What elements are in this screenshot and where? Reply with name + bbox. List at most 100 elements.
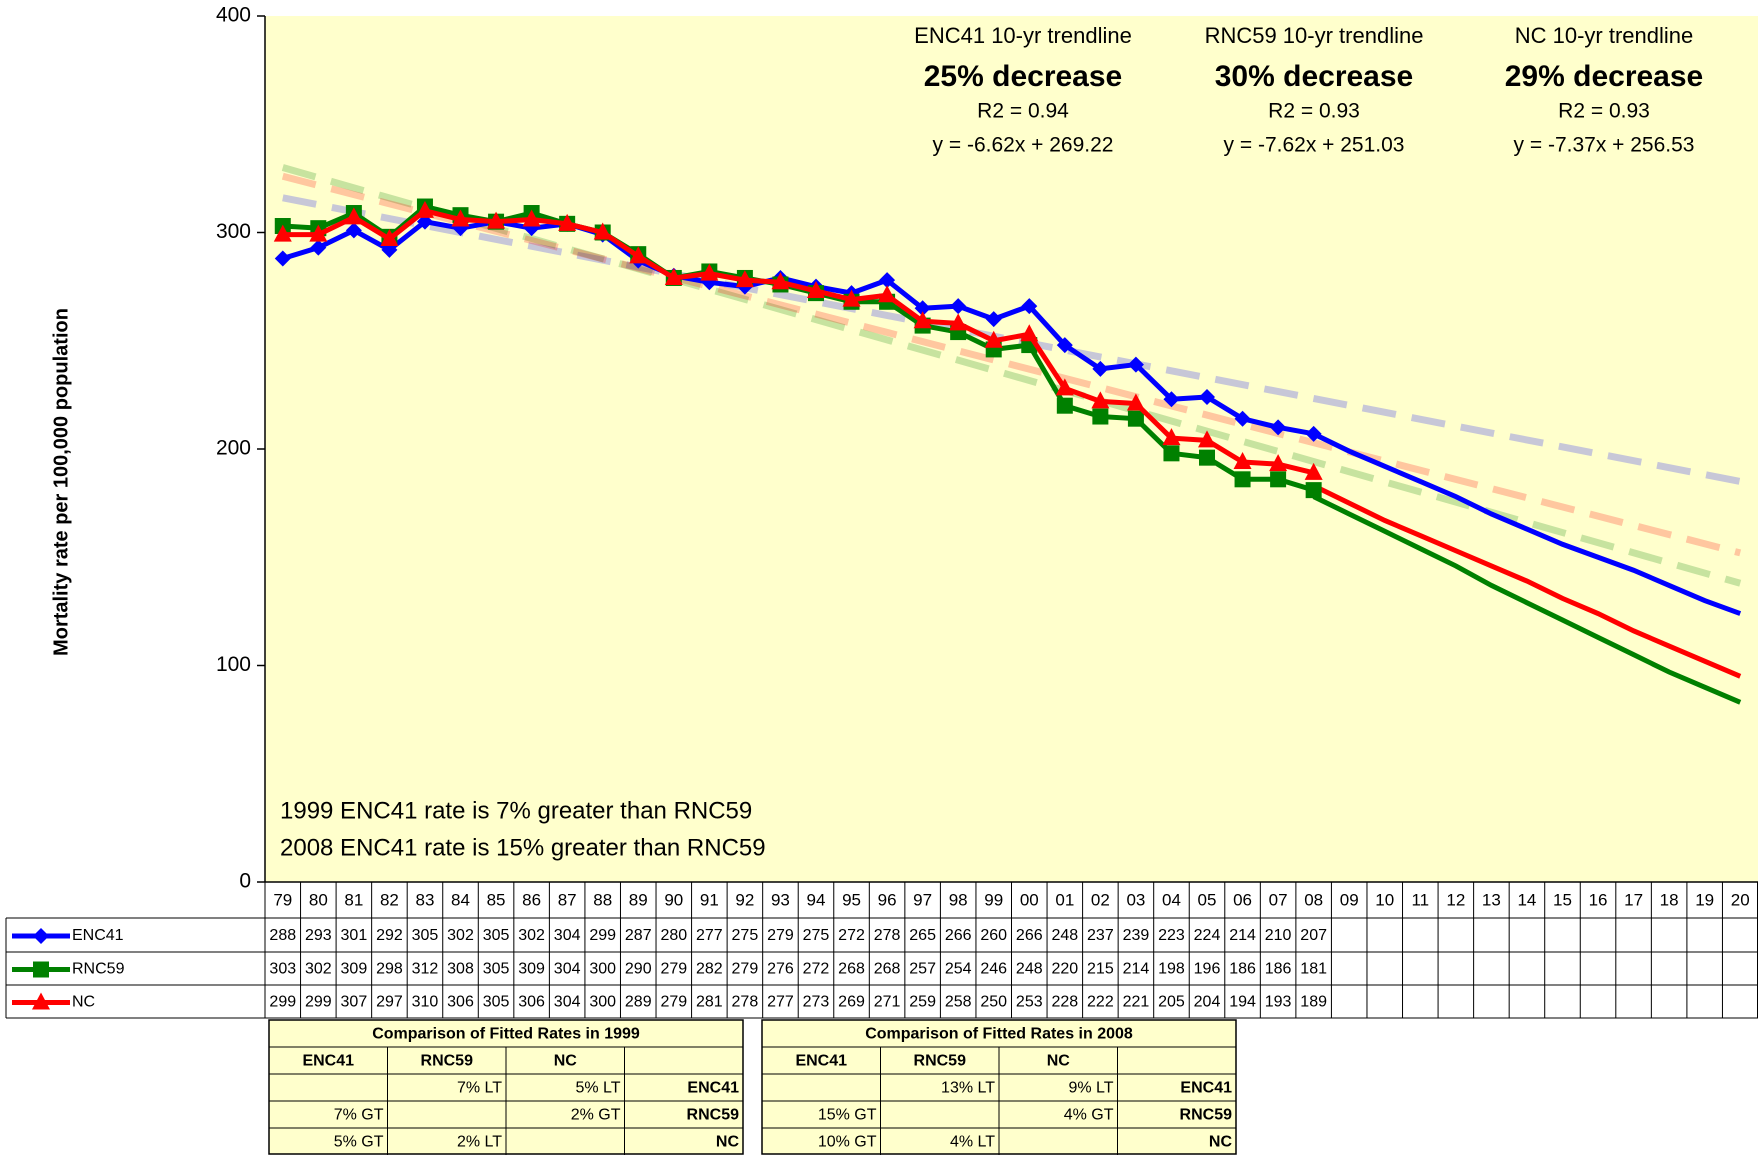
table-value: 194 [1229, 994, 1256, 1011]
table-value: 258 [945, 994, 972, 1011]
point [1162, 428, 1181, 446]
table-value: 223 [1158, 927, 1185, 944]
table-value: 280 [660, 927, 687, 944]
table-value: 275 [803, 927, 830, 944]
point [1092, 408, 1109, 425]
table-value: 210 [1265, 927, 1292, 944]
y-tick-label: 200 [216, 437, 251, 460]
trend-change: 25% decrease [924, 60, 1123, 93]
point [593, 222, 612, 240]
point [487, 211, 506, 229]
table-cell: 4% GT [1064, 1107, 1114, 1124]
legend-label: ENC41 [72, 927, 124, 944]
x-tick-label: 09 [1340, 890, 1359, 909]
point [1091, 391, 1110, 409]
projection-line [1312, 494, 1742, 705]
trend-change: 30% decrease [1215, 60, 1414, 93]
point [1092, 360, 1109, 377]
table-value: 276 [767, 961, 794, 978]
point [879, 272, 896, 289]
x-tick-label: 06 [1233, 890, 1252, 909]
table-value: 221 [1123, 994, 1150, 1011]
point [950, 298, 967, 315]
x-tick-label: 96 [878, 890, 897, 909]
table-value: 220 [1051, 961, 1078, 978]
table-value: 279 [732, 961, 759, 978]
table-value: 293 [305, 927, 332, 944]
point [1056, 397, 1073, 414]
table-header: ENC41 [795, 1053, 847, 1070]
table-value: 300 [589, 994, 616, 1011]
trend-equation: y = -7.62x + 251.03 [1224, 134, 1405, 157]
table-value: 304 [554, 961, 581, 978]
table-value: 304 [554, 994, 581, 1011]
legend-label: NC [72, 994, 95, 1011]
legend-marker [33, 928, 49, 944]
point [1270, 419, 1287, 436]
table-value: 214 [1123, 961, 1150, 978]
table-value: 198 [1158, 961, 1185, 978]
table-value: 272 [838, 927, 865, 944]
point [1270, 471, 1287, 488]
table-value: 305 [412, 927, 439, 944]
table-cell: 9% LT [1068, 1080, 1113, 1097]
x-tick-label: 99 [984, 890, 1003, 909]
table-value: 189 [1300, 994, 1327, 1011]
point [878, 285, 897, 303]
x-tick-label: 02 [1091, 890, 1110, 909]
y-axis-label: Mortality rate per 100,000 population [50, 308, 72, 656]
table-value: 268 [838, 961, 865, 978]
point [1234, 471, 1251, 488]
table-value: 304 [554, 927, 581, 944]
table-value: 273 [803, 994, 830, 1011]
trend-title: NC 10-yr trendline [1515, 23, 1694, 48]
point [629, 246, 648, 264]
table-value: 305 [483, 994, 510, 1011]
table-header: NC [1047, 1053, 1071, 1070]
table-value: 275 [732, 927, 759, 944]
point [1056, 337, 1073, 354]
table-value: 277 [767, 994, 794, 1011]
x-tick-label: 04 [1162, 890, 1181, 909]
point [913, 311, 932, 329]
row-label: ENC41 [1180, 1080, 1232, 1097]
table-value: 266 [1016, 927, 1043, 944]
x-tick-label: 86 [522, 890, 541, 909]
point [1269, 454, 1288, 472]
table-value: 279 [660, 961, 687, 978]
table-value: 312 [412, 961, 439, 978]
annotation: 2008 ENC41 rate is 15% greater than RNC5… [280, 834, 766, 861]
table-value: 250 [980, 994, 1007, 1011]
x-tick-label: 83 [416, 890, 435, 909]
y-tick-label: 400 [216, 4, 251, 27]
point [664, 267, 683, 285]
x-tick-label: 90 [664, 890, 683, 909]
projection-line [1312, 431, 1742, 616]
x-tick-label: 11 [1411, 890, 1429, 909]
table-value: 265 [909, 927, 936, 944]
table-value: 204 [1194, 994, 1221, 1011]
table-value: 269 [838, 994, 865, 1011]
x-tick-label: 87 [558, 890, 577, 909]
table-cell: 13% LT [941, 1080, 995, 1097]
table-value: 253 [1016, 994, 1043, 1011]
table-value: 290 [625, 961, 652, 978]
x-tick-label: 13 [1482, 890, 1501, 909]
annotation: 1999 ENC41 rate is 7% greater than RNC59 [280, 797, 752, 824]
table-cell: 7% GT [334, 1107, 384, 1124]
table-value: 222 [1087, 994, 1114, 1011]
point [1305, 425, 1322, 442]
point [985, 311, 1002, 328]
table-value: 292 [376, 927, 403, 944]
x-tick-label: 10 [1375, 890, 1394, 909]
table-value: 207 [1300, 927, 1327, 944]
point [1304, 462, 1323, 480]
table-value: 302 [305, 961, 332, 978]
table-value: 254 [945, 961, 972, 978]
point [1163, 391, 1180, 408]
table-header: NC [554, 1053, 578, 1070]
x-tick-label: 20 [1731, 890, 1750, 909]
x-tick-label: 16 [1589, 890, 1608, 909]
point [1020, 324, 1039, 342]
point [1233, 451, 1252, 469]
